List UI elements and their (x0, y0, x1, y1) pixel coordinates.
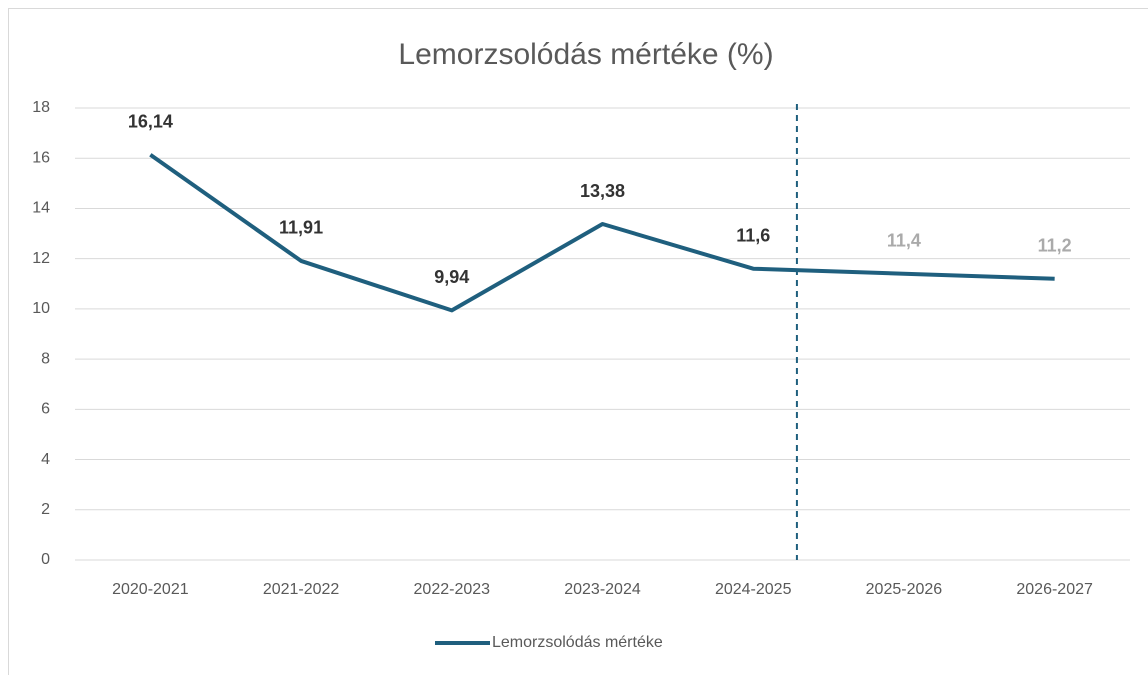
x-tick-label: 2022-2023 (414, 581, 491, 598)
y-tick-label: 6 (41, 401, 50, 418)
x-tick-label: 2023-2024 (564, 581, 641, 598)
chart-border (8, 8, 1148, 675)
y-tick-label: 18 (32, 99, 50, 116)
data-label: 11,6 (736, 225, 770, 245)
legend-label: Lemorzsolódás mértéke (492, 634, 663, 651)
y-tick-label: 10 (32, 300, 50, 317)
x-tick-label: 2024-2025 (715, 581, 792, 598)
x-tick-label: 2025-2026 (866, 581, 943, 598)
y-tick-label: 4 (41, 451, 50, 468)
data-label: 9,94 (434, 267, 469, 287)
y-tick-label: 8 (41, 350, 50, 367)
data-label: 11,91 (279, 218, 323, 238)
chart-title: Lemorzsolódás mértéke (%) (398, 38, 773, 71)
y-tick-label: 16 (32, 149, 50, 166)
data-line (149, 153, 1055, 313)
y-tick-label: 14 (32, 200, 50, 217)
data-label: 11,4 (887, 230, 921, 250)
y-tick-label: 12 (32, 250, 50, 267)
data-label: 11,2 (1038, 236, 1072, 256)
y-tick-label: 2 (41, 501, 50, 518)
data-label: 13,38 (580, 181, 625, 201)
x-tick-label: 2020-2021 (112, 581, 189, 598)
x-tick-label: 2021-2022 (263, 581, 340, 598)
data-label: 16,14 (128, 111, 173, 131)
y-tick-label: 0 (41, 551, 50, 568)
x-tick-label: 2026-2027 (1016, 581, 1093, 598)
